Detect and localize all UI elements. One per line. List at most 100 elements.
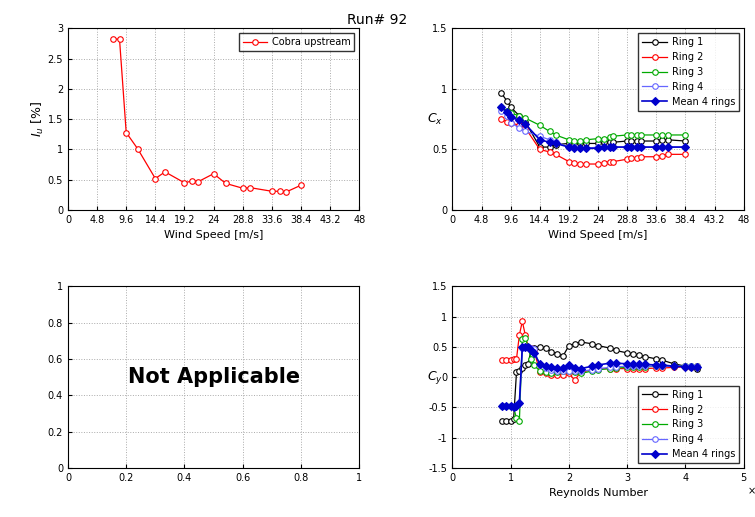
Ring 4 [521,128,530,134]
Ring 3 [521,334,530,341]
Ring 4 [545,136,554,143]
Ring 3 [664,132,673,138]
Ring 1 [606,345,615,351]
Line: Mean 4 rings: Mean 4 rings [498,104,689,151]
Ring 2 [658,153,667,159]
Ring 3 [658,363,667,369]
Ring 1 [526,347,535,354]
Ring 3 [611,365,620,371]
Ring 4 [606,144,615,150]
Ring 4 [664,144,673,150]
Ring 4 [541,365,550,371]
Ring 2 [565,370,574,376]
X-axis label: Wind Speed [m/s]: Wind Speed [m/s] [548,231,648,240]
Ring 3 [636,132,645,138]
Ring 3 [529,362,538,368]
X-axis label: Wind Speed [m/s]: Wind Speed [m/s] [164,231,263,240]
Ring 3 [581,136,590,143]
Cobra upstream [245,185,254,191]
Mean 4 rings [503,109,512,115]
Ring 1 [587,341,596,347]
Mean 4 rings [581,145,590,151]
X-axis label: Reynolds Number: Reynolds Number [549,488,648,498]
Mean 4 rings [526,347,535,353]
Ring 3 [593,367,602,373]
Mean 4 rings [633,144,642,150]
Mean 4 rings [565,362,574,368]
Ring 1 [609,139,618,145]
Ring 1 [611,347,620,354]
Cobra upstream [122,129,131,135]
Mean 4 rings [634,361,643,368]
Ring 1 [565,342,574,348]
Ring 3 [515,418,524,424]
Mean 4 rings [611,360,620,366]
Ring 2 [535,146,544,153]
Line: Ring 1: Ring 1 [499,339,700,424]
Ring 1 [628,351,637,357]
Cobra upstream [209,171,218,177]
Ring 4 [652,363,661,369]
Ring 1 [551,142,560,148]
Ring 2 [634,366,643,372]
Y-axis label: $C_x$: $C_x$ [427,112,443,127]
Ring 4 [633,144,642,150]
Ring 2 [512,356,521,362]
Ring 3 [526,356,535,362]
Ring 4 [609,144,618,150]
Mean 4 rings [669,363,678,369]
Cobra upstream [194,178,203,185]
Ring 4 [501,403,510,409]
Ring 3 [541,369,550,375]
Ring 3 [565,368,574,374]
Mean 4 rings [509,404,518,410]
Ring 3 [498,403,507,409]
Ring 2 [541,370,550,376]
Ring 2 [506,120,515,126]
Ring 3 [606,134,615,141]
Ring 3 [509,404,518,410]
Ring 2 [503,118,512,125]
Ring 1 [506,418,515,424]
Mean 4 rings [652,362,661,368]
Ring 4 [658,144,667,150]
Ring 2 [506,357,515,363]
Ring 2 [628,366,637,372]
Line: Ring 4: Ring 4 [498,108,689,151]
Ring 2 [587,367,596,373]
Ring 3 [535,122,544,128]
Mean 4 rings [565,144,574,150]
Mean 4 rings [570,365,579,371]
Ring 1 [599,139,609,145]
Ring 4 [524,344,533,350]
Ring 4 [506,120,515,126]
Ring 3 [575,138,584,144]
Ring 2 [593,366,602,372]
Ring 1 [506,104,515,110]
Ring 3 [587,368,596,374]
Ring 2 [545,149,554,155]
Mean 4 rings [535,361,544,367]
Mean 4 rings [575,145,584,151]
Ring 2 [515,331,524,338]
Ring 3 [658,132,667,138]
Text: Run# 92: Run# 92 [347,13,408,27]
Ring 3 [559,368,568,374]
Ring 4 [569,144,578,150]
Mean 4 rings [529,350,538,356]
Ring 2 [652,154,661,160]
Ring 4 [623,144,632,150]
Ring 3 [692,363,701,369]
Ring 2 [636,154,645,160]
Ring 2 [623,366,632,372]
Mean 4 rings [623,144,632,150]
Ring 1 [541,345,550,351]
Ring 2 [681,151,690,158]
Ring 4 [526,345,535,351]
Ring 3 [515,113,524,119]
Line: Ring 2: Ring 2 [499,318,700,383]
Line: Ring 1: Ring 1 [498,90,689,150]
Ring 2 [576,369,585,375]
Mean 4 rings [636,144,645,150]
Ring 1 [575,140,584,146]
